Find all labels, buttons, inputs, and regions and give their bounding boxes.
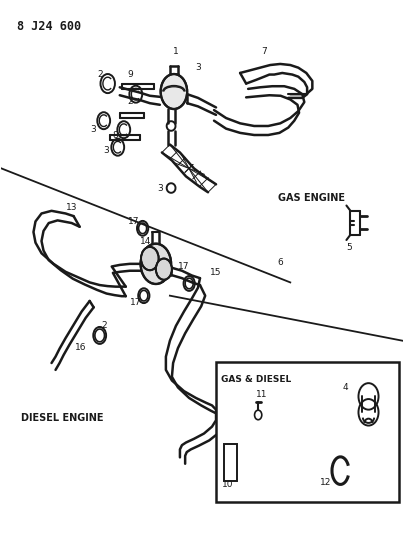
Text: 3: 3 xyxy=(90,125,96,134)
Text: GAS ENGINE: GAS ENGINE xyxy=(278,192,345,203)
Text: 2: 2 xyxy=(127,96,133,106)
Circle shape xyxy=(161,74,187,109)
Text: 15: 15 xyxy=(210,268,222,277)
Circle shape xyxy=(156,259,172,280)
Text: 11: 11 xyxy=(256,390,267,399)
Text: 6: 6 xyxy=(278,258,283,266)
Text: 8 J24 600: 8 J24 600 xyxy=(17,20,82,33)
Bar xyxy=(224,444,237,481)
Text: 16: 16 xyxy=(75,343,86,352)
Bar xyxy=(216,362,399,503)
Text: 14: 14 xyxy=(140,237,152,246)
Text: 17: 17 xyxy=(128,217,139,226)
Text: 5: 5 xyxy=(347,244,353,253)
Text: 12: 12 xyxy=(320,478,331,487)
Circle shape xyxy=(255,410,262,419)
Text: 10: 10 xyxy=(222,480,234,489)
Text: 2: 2 xyxy=(101,321,107,330)
Text: 2: 2 xyxy=(97,70,103,79)
Circle shape xyxy=(141,244,171,284)
Text: 8: 8 xyxy=(113,131,119,140)
Text: 1: 1 xyxy=(173,47,179,56)
Text: GAS & DIESEL: GAS & DIESEL xyxy=(221,375,292,384)
Text: DIESEL ENGINE: DIESEL ENGINE xyxy=(21,413,104,423)
Text: 9: 9 xyxy=(127,70,133,79)
Text: 13: 13 xyxy=(66,203,77,212)
Text: 3: 3 xyxy=(104,147,109,156)
Text: 3: 3 xyxy=(157,183,163,192)
Text: 17: 17 xyxy=(178,262,190,271)
Text: 17: 17 xyxy=(130,298,141,307)
Text: 4: 4 xyxy=(343,383,349,392)
Circle shape xyxy=(141,247,159,270)
Text: 3: 3 xyxy=(195,63,201,72)
Text: 7: 7 xyxy=(261,47,267,56)
